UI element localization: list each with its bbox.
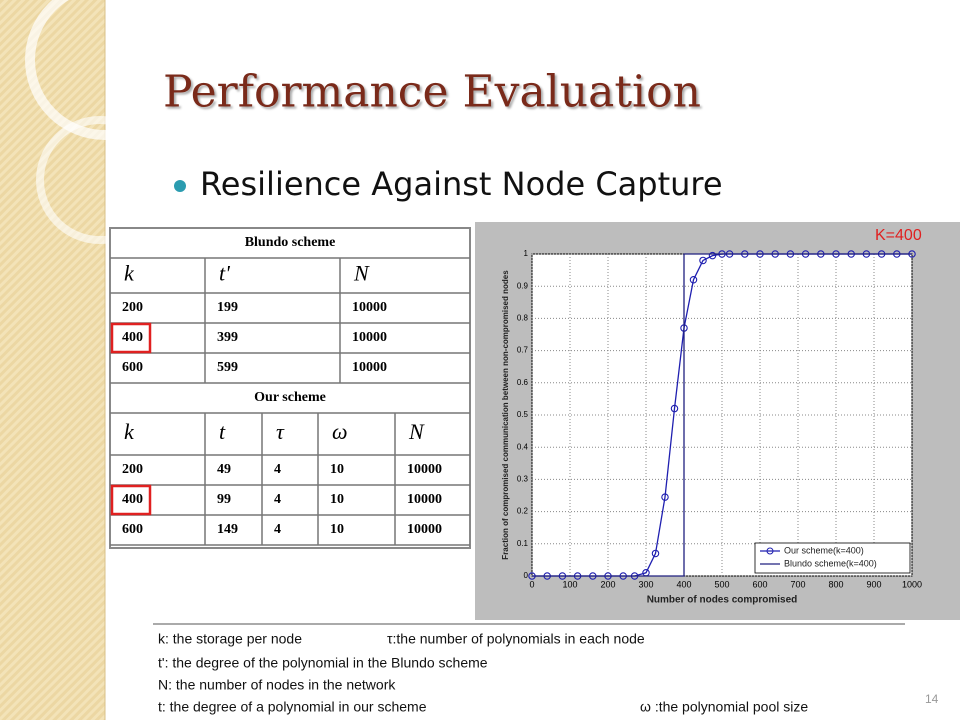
footnote: t: the degree of a polynomial in our sch… [158,699,427,715]
series-line [532,253,912,577]
bullet-text: Resilience Against Node Capture [200,165,723,203]
data-point [651,549,660,558]
deco-circle [25,0,185,140]
legend-box [754,542,911,574]
y-tick-label: 0.3 [517,475,529,484]
y-tick-label: 0.2 [517,507,529,516]
x-tick-label: 100 [562,579,577,589]
table-cell: 600 [122,360,143,375]
footnote: t': the degree of the polynomial in the … [158,655,488,671]
page-number: 14 [925,692,939,706]
x-tick-label: 800 [828,579,843,589]
y-tick-label: 0 [524,571,529,580]
table-cell: 4 [274,492,281,507]
y-tick-label: 0.4 [517,442,529,451]
data-point [661,493,669,501]
table-header: t [219,419,226,444]
table-cell: 599 [217,360,238,375]
table-cell: 400 [122,492,143,507]
table-header: k [124,261,135,286]
slide-title: Performance Evaluation [163,67,701,118]
x-tick-label: 200 [600,579,615,589]
x-tick-label: 1000 [902,579,922,589]
data-point [699,256,707,265]
table-header: N [408,419,425,444]
table-cell: 10000 [407,462,442,477]
table-cell: 4 [274,522,281,537]
table-cell: 400 [122,330,143,345]
table-cell: 200 [122,300,143,315]
table-cell: 99 [217,492,231,507]
chart-annotation: K=400 [875,227,922,244]
table-cell: 199 [217,300,238,315]
table-cell: 10000 [352,360,387,375]
x-tick-label: 500 [714,579,729,589]
footnote: k: the storage per node [158,631,302,647]
y-tick-label: 0.7 [517,346,529,355]
footnote: ω :the polynomial pool size [640,699,808,715]
legend-label: Blundo scheme(k=400) [784,558,877,568]
table-cell: 10000 [407,522,442,537]
table-cell: 10 [330,522,344,537]
table-cell: 200 [122,462,143,477]
x-tick-label: 300 [638,579,653,589]
table-cell: 600 [122,522,143,537]
x-tick-label: 600 [752,579,767,589]
y-axis-label: Fraction of compromised communication be… [501,270,510,560]
y-tick-label: 0.9 [517,281,529,290]
table-cell: 10 [330,462,344,477]
highlight-box [110,322,152,354]
table-title: Blundo scheme [245,235,336,250]
x-tick-label: 400 [676,579,691,589]
table-cell: 10 [330,492,344,507]
table-cell: 49 [217,462,231,477]
footnote: τ:the number of polynomials in each node [387,631,645,647]
table-header: τ [276,419,285,444]
table-cell: 10000 [352,330,387,345]
y-tick-label: 0.5 [517,410,529,419]
y-tick-label: 0.8 [517,314,529,323]
data-point [689,276,698,284]
deco-circle [36,116,164,244]
y-tick-label: 0.1 [517,539,529,548]
table-header: N [353,261,370,286]
table-cell: 10000 [352,300,387,315]
table-cell: 4 [274,462,281,477]
legend-marker [766,547,774,555]
highlight-box [110,484,152,516]
x-axis-label: Number of nodes compromised [647,595,798,606]
table-header: t' [219,261,230,286]
y-tick-label: 0.6 [517,378,529,387]
table-cell: 399 [217,330,238,345]
bullet-dot [174,180,186,192]
data-point [670,404,679,413]
footnote: N: the number of nodes in the network [158,677,396,693]
y-tick-label: 1 [524,249,529,258]
table-frame [109,227,471,549]
table-header: ω [332,419,348,444]
x-tick-label: 700 [790,579,805,589]
x-tick-label: 0 [529,579,534,589]
legend-label: Our scheme(k=400) [784,545,864,555]
table-cell: 149 [217,522,238,537]
x-tick-label: 900 [866,579,881,589]
table-header: k [124,419,135,444]
table-cell: 10000 [407,492,442,507]
table-title: Our scheme [254,390,326,405]
data-point [708,251,717,260]
